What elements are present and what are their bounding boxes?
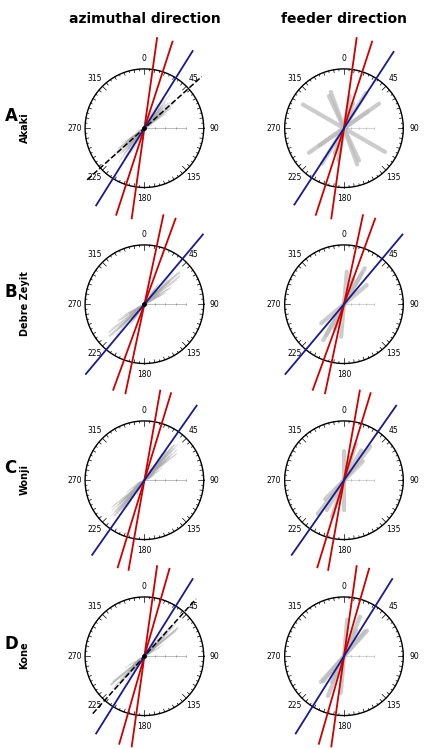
Text: 225: 225 — [88, 701, 102, 710]
Text: 270: 270 — [267, 300, 281, 309]
Text: 90: 90 — [409, 124, 419, 133]
Text: 315: 315 — [287, 250, 302, 259]
Text: 135: 135 — [386, 349, 401, 358]
Text: 90: 90 — [409, 476, 419, 485]
Text: B: B — [4, 283, 17, 301]
Text: 135: 135 — [386, 701, 401, 710]
Text: 225: 225 — [287, 525, 301, 534]
Text: 225: 225 — [88, 349, 102, 358]
Text: 0: 0 — [342, 582, 347, 591]
Text: 315: 315 — [88, 602, 102, 611]
Text: azimuthal direction: azimuthal direction — [69, 12, 220, 26]
Text: Akaki: Akaki — [20, 112, 29, 143]
Text: 0: 0 — [342, 406, 347, 415]
Text: 315: 315 — [88, 250, 102, 259]
Text: 315: 315 — [287, 602, 302, 611]
Text: 180: 180 — [337, 370, 351, 379]
Text: 135: 135 — [186, 525, 201, 534]
Text: feeder direction: feeder direction — [281, 12, 407, 26]
Text: 45: 45 — [388, 602, 398, 611]
Text: 180: 180 — [137, 194, 152, 203]
Text: 180: 180 — [337, 722, 351, 731]
Text: 225: 225 — [287, 349, 301, 358]
Text: 180: 180 — [137, 370, 152, 379]
Text: 225: 225 — [88, 173, 102, 182]
Text: 0: 0 — [342, 230, 347, 239]
Text: 90: 90 — [210, 476, 219, 485]
Text: 90: 90 — [409, 300, 419, 309]
Text: 270: 270 — [267, 124, 281, 133]
Text: 90: 90 — [210, 652, 219, 661]
Text: 180: 180 — [137, 546, 152, 555]
Text: 45: 45 — [189, 74, 199, 83]
Text: 315: 315 — [88, 74, 102, 83]
Text: 135: 135 — [386, 525, 401, 534]
Text: 270: 270 — [267, 476, 281, 485]
Text: 270: 270 — [67, 300, 82, 309]
Text: 135: 135 — [386, 173, 401, 182]
Text: 315: 315 — [287, 426, 302, 435]
Text: 45: 45 — [189, 602, 199, 611]
Text: 45: 45 — [189, 426, 199, 435]
Text: 270: 270 — [267, 652, 281, 661]
Text: 90: 90 — [210, 124, 219, 133]
Text: C: C — [4, 459, 17, 477]
Text: Debre Zeyit: Debre Zeyit — [20, 271, 29, 336]
Text: 45: 45 — [388, 250, 398, 259]
Text: 315: 315 — [88, 426, 102, 435]
Text: 315: 315 — [287, 74, 302, 83]
Text: 225: 225 — [287, 701, 301, 710]
Text: 135: 135 — [186, 701, 201, 710]
Text: 135: 135 — [186, 173, 201, 182]
Text: 0: 0 — [142, 582, 147, 591]
Text: D: D — [4, 635, 18, 653]
Text: 0: 0 — [142, 406, 147, 415]
Text: Wonji: Wonji — [20, 464, 29, 495]
Text: A: A — [4, 107, 17, 125]
Text: 0: 0 — [342, 54, 347, 63]
Text: 45: 45 — [388, 74, 398, 83]
Text: 270: 270 — [67, 652, 82, 661]
Text: 135: 135 — [186, 349, 201, 358]
Text: 270: 270 — [67, 124, 82, 133]
Text: 270: 270 — [67, 476, 82, 485]
Text: 90: 90 — [210, 300, 219, 309]
Text: 90: 90 — [409, 652, 419, 661]
Text: 180: 180 — [137, 722, 152, 731]
Text: 225: 225 — [287, 173, 301, 182]
Text: 180: 180 — [337, 546, 351, 555]
Text: 225: 225 — [88, 525, 102, 534]
Text: Kone: Kone — [20, 642, 29, 669]
Text: 180: 180 — [337, 194, 351, 203]
Text: 0: 0 — [142, 230, 147, 239]
Text: 45: 45 — [189, 250, 199, 259]
Text: 0: 0 — [142, 54, 147, 63]
Text: 45: 45 — [388, 426, 398, 435]
